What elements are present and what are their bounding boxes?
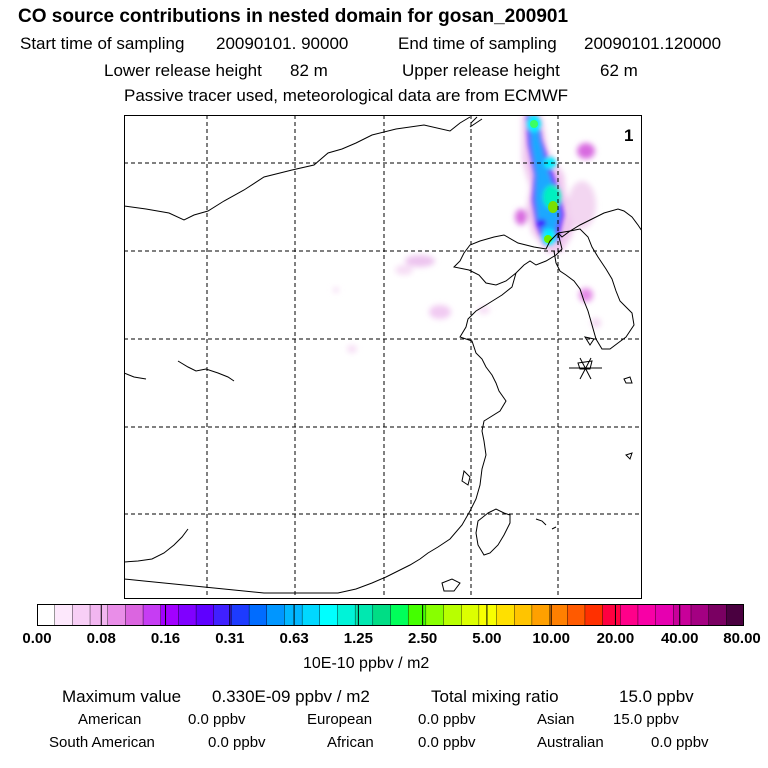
african-label: African: [327, 734, 374, 751]
colorbar-tick-label: 20.00: [596, 630, 635, 647]
plume-core: [548, 201, 558, 213]
total-mixing-label: Total mixing ratio: [431, 687, 559, 706]
australian-value: 0.0 ppbv: [651, 734, 709, 751]
panel-number: 1: [624, 126, 633, 145]
colorbar-cell: [248, 604, 268, 626]
south-american-value: 0.0 ppbv: [208, 734, 266, 751]
colorbar-cell: [620, 604, 639, 626]
colorbar-tick-label: 0.31: [215, 630, 245, 647]
colorbar-cell: [690, 604, 710, 626]
plume-core: [530, 120, 538, 128]
colorbar-cell: [443, 604, 462, 626]
map-frame: [124, 115, 642, 599]
plot-title: CO source contributions in nested domain…: [18, 6, 569, 27]
colorbar-cell: [284, 604, 303, 626]
upper-release-value: 62 m: [600, 61, 638, 80]
coastlines: [124, 116, 642, 594]
colorbar-cell: [655, 604, 675, 626]
colorbar-cell: [425, 604, 445, 626]
colorbar-cell: [496, 604, 515, 626]
end-time-label: End time of sampling: [398, 34, 557, 53]
colorbar-cell: [531, 604, 551, 626]
colorbar-cell: [142, 604, 162, 626]
colorbar-cell: [549, 604, 568, 626]
colorbar-cell: [89, 604, 109, 626]
total-mixing-value: 15.0 ppbv: [619, 687, 694, 706]
colorbar-cell: [673, 604, 692, 626]
start-time-value: 20090101. 90000: [216, 34, 349, 53]
graticule: [124, 115, 642, 599]
colorbar-tick-label: 0.16: [150, 630, 181, 647]
colorbar-cell: [213, 604, 233, 626]
colorbar-cell: [390, 604, 409, 626]
end-time-value: 20090101.120000: [584, 34, 722, 53]
concentration-field: [333, 115, 601, 353]
european-label: European: [307, 711, 373, 728]
colorbar-cell: [37, 604, 56, 626]
colorbar-cell: [726, 604, 744, 626]
max-value: 0.330E-09 ppbv / m2: [212, 687, 370, 706]
colorbar-cell: [160, 604, 180, 626]
colorbar-tick-label: 80.00: [723, 630, 761, 647]
colorbar-cell: [54, 604, 74, 626]
american-value: 0.0 ppbv: [188, 711, 246, 728]
start-time-label: Start time of sampling: [20, 34, 185, 53]
colorbar-cell: [602, 604, 621, 626]
colorbar-cell: [514, 604, 533, 626]
asian-value: 15.0 ppbv: [613, 711, 679, 728]
colorbar-tick-label: 1.25: [343, 630, 373, 647]
plume-core: [544, 235, 552, 243]
colorbar-cell: [407, 604, 427, 626]
colorbar-cell: [266, 604, 286, 626]
european-value: 0.0 ppbv: [418, 711, 476, 728]
colorbar-cell: [301, 604, 321, 626]
colorbar-tick-label: 5.00: [472, 630, 502, 647]
max-value-label: Maximum value: [62, 687, 182, 706]
colorbar-cell: [567, 604, 586, 626]
tracer-note: Passive tracer used, meteorological data…: [124, 86, 569, 105]
colorbar-cell: [337, 604, 356, 626]
colorbar-cell: [637, 604, 657, 626]
upper-release-label: Upper release height: [402, 61, 560, 80]
receptor-station-icon: [569, 357, 602, 380]
colorbar-cell: [107, 604, 127, 626]
colorbar-cell: [231, 604, 250, 626]
colorbar-tick-label: 0.08: [86, 630, 116, 647]
colorbar-cell: [319, 604, 339, 626]
legend-unit: 10E-10 ppbv / m2: [303, 655, 430, 672]
american-label: American: [78, 711, 142, 728]
lower-release-value: 82 m: [290, 61, 328, 80]
colorbar-tick-label: 40.00: [660, 630, 699, 647]
asian-label: Asian: [537, 711, 575, 728]
plume-outer: [333, 115, 601, 353]
colorbar-cell: [125, 604, 144, 626]
colorbar-cell: [178, 604, 197, 626]
colorbar-tick-label: 10.00: [532, 630, 570, 647]
colorbar-cell: [372, 604, 392, 626]
legend-colorbar: [37, 604, 744, 626]
domain-map: 1: [124, 115, 642, 599]
colorbar-tick-label: 0.63: [279, 630, 309, 647]
lower-release-label: Lower release height: [104, 61, 262, 80]
colorbar-cell: [708, 604, 728, 626]
colorbar-tick-label: 2.50: [408, 630, 438, 647]
colorbar-tick-label: 0.00: [22, 630, 52, 647]
south-american-label: South American: [49, 734, 155, 751]
colorbar-cell: [478, 604, 498, 626]
colorbar-cell: [584, 604, 604, 626]
colorbar-cell: [461, 604, 480, 626]
colorbar-cell: [195, 604, 215, 626]
african-value: 0.0 ppbv: [418, 734, 476, 751]
australian-label: Australian: [537, 734, 604, 751]
colorbar-cell: [72, 604, 91, 626]
